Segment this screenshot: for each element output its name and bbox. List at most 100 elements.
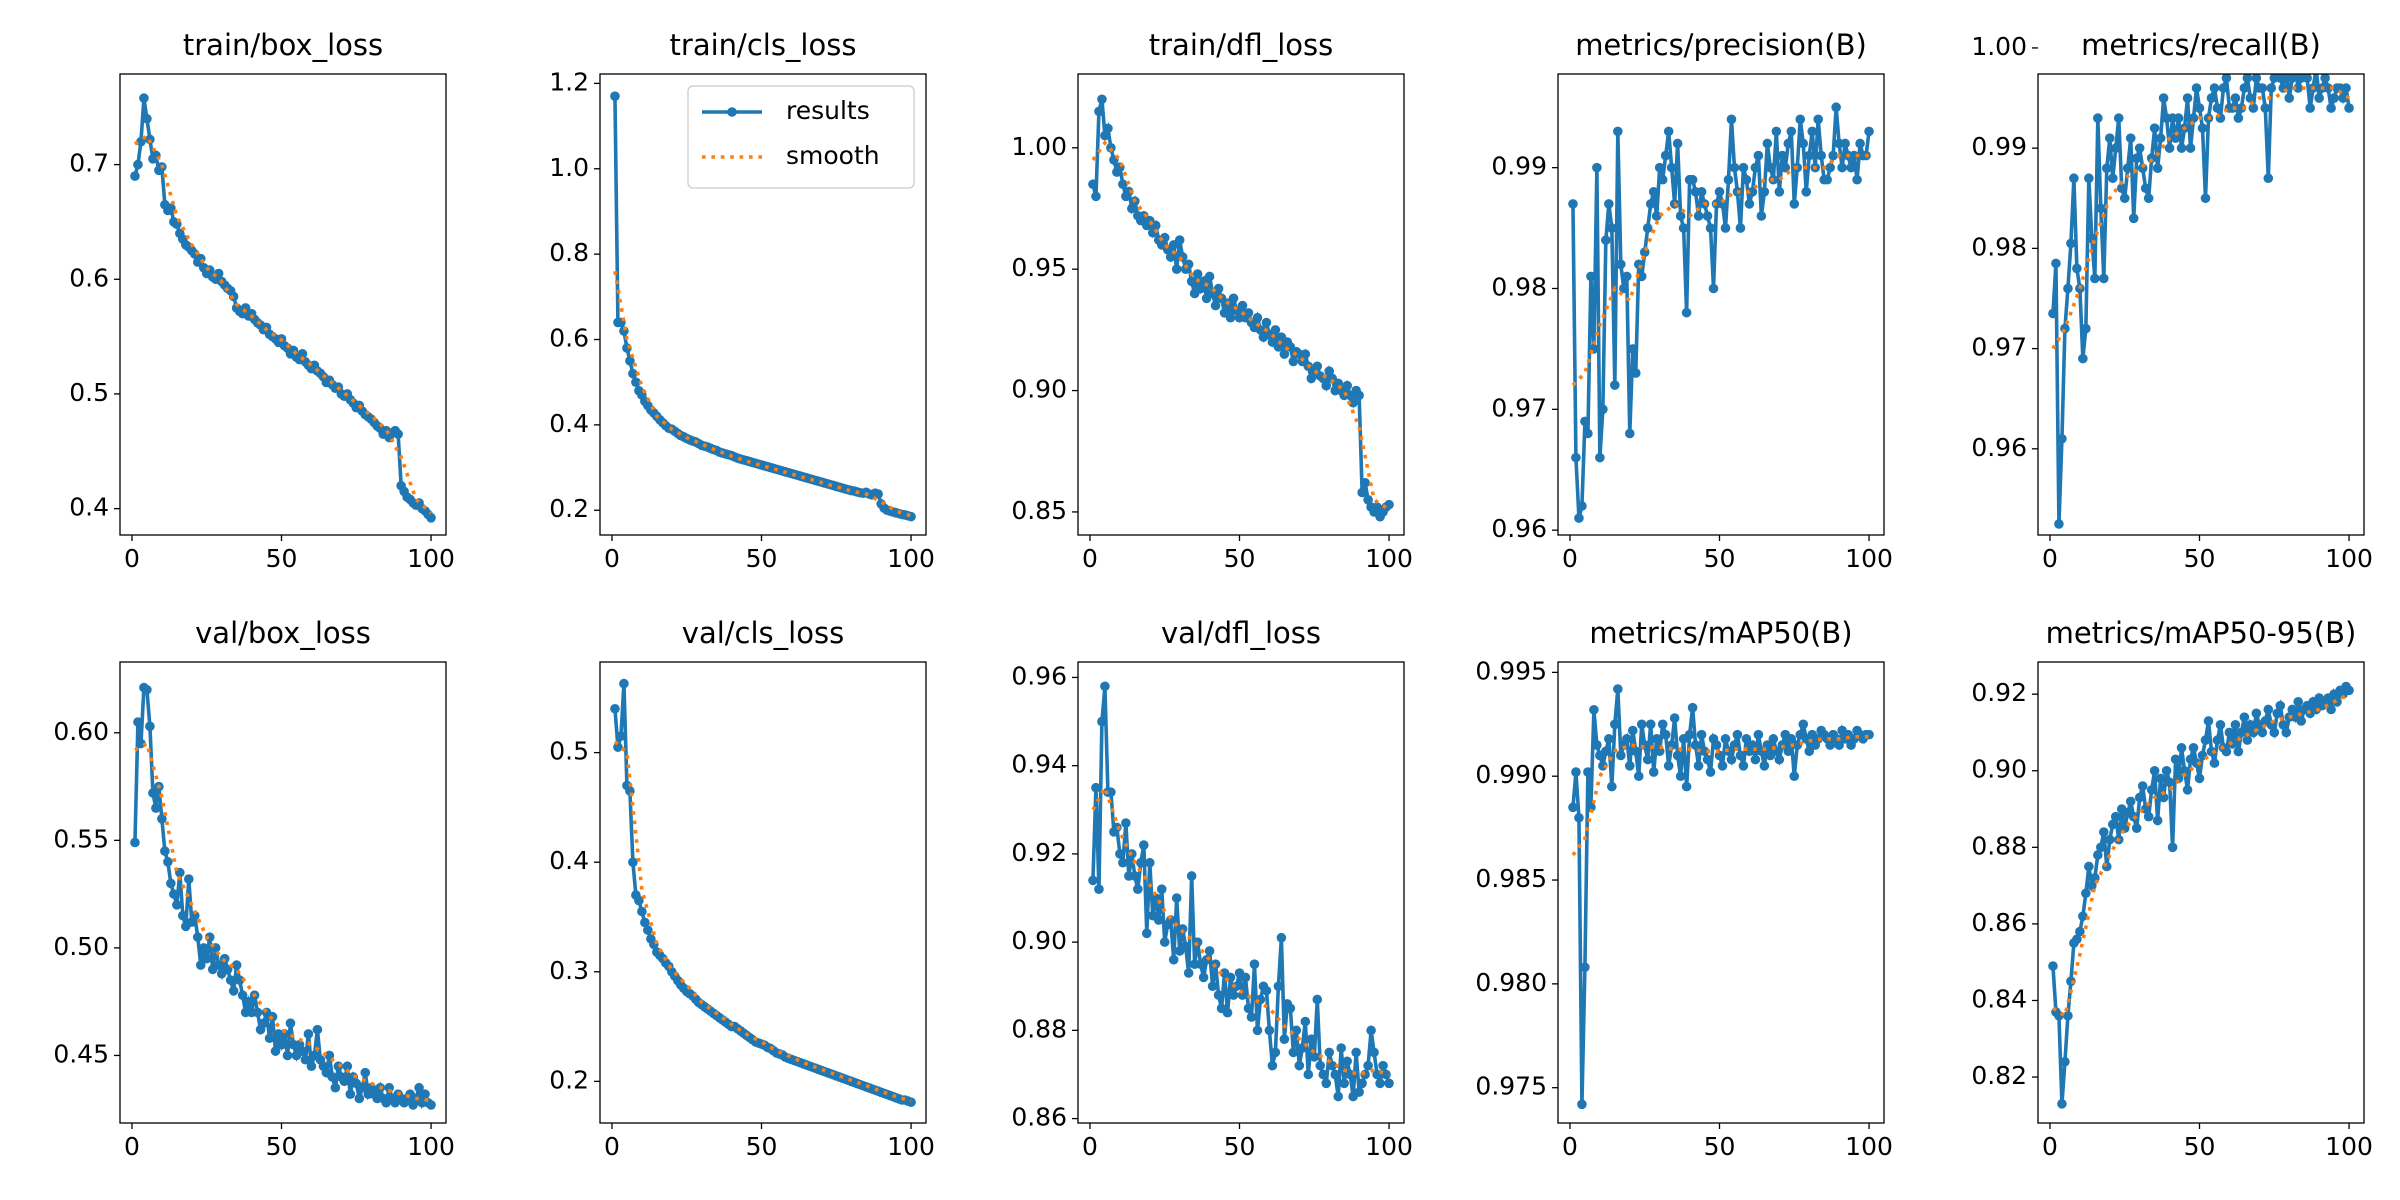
point [1813, 114, 1824, 125]
point [1366, 1025, 1376, 1036]
point [1828, 150, 1838, 161]
axes-frame [2037, 73, 2365, 536]
point [1786, 734, 1797, 744]
point [243, 996, 254, 1007]
point [1807, 126, 1818, 137]
y-tick-label: 0.5 [69, 378, 109, 407]
point [625, 356, 635, 366]
y-tick-label: 0.6 [549, 324, 589, 353]
point [2329, 93, 2339, 103]
x-tick-label: 0 [604, 544, 620, 573]
point [1753, 729, 1764, 740]
point [1660, 729, 1671, 740]
point [1213, 283, 1224, 294]
point [1595, 452, 1605, 463]
y-tick-label: 0.8 [549, 238, 589, 267]
x-tick-label: 100 [407, 1132, 455, 1161]
point [1726, 754, 1737, 765]
y-tick-label: 0.5 [549, 737, 589, 766]
x-tick-label: 100 [1845, 1132, 1893, 1161]
point [1693, 761, 1704, 771]
y-tick-label: 0.82 [1971, 1061, 2027, 1090]
y-tick-label: 0.99 [1491, 152, 1547, 181]
point [1735, 223, 1746, 233]
point [213, 960, 224, 970]
point [178, 910, 188, 921]
point [360, 1067, 371, 1078]
point [1804, 746, 1815, 757]
point [1300, 1016, 1311, 1027]
point [1198, 972, 1209, 983]
y-tick-label: 0.990 [1475, 760, 1547, 789]
plot-area [130, 682, 436, 1111]
point [610, 91, 620, 101]
smooth-line [2051, 86, 2351, 350]
point [1141, 928, 1152, 939]
point [258, 1018, 269, 1028]
point [1723, 174, 1734, 185]
point [1192, 269, 1203, 279]
point [1300, 349, 1311, 359]
point [1762, 138, 1773, 149]
point [1786, 126, 1797, 137]
point [1261, 317, 1272, 328]
point [1610, 719, 1620, 730]
point [1864, 126, 1874, 137]
point [300, 1054, 311, 1065]
point [2131, 823, 2142, 833]
point [1642, 223, 1653, 233]
point [169, 889, 179, 899]
point [1354, 390, 1364, 401]
point [2078, 353, 2088, 364]
point [2128, 213, 2139, 224]
point [1645, 719, 1656, 730]
point [2125, 796, 2136, 807]
point [1717, 761, 1728, 771]
point [2224, 727, 2235, 738]
point [1375, 1078, 1385, 1089]
point [2212, 735, 2223, 745]
point [1186, 871, 1197, 881]
point [327, 1072, 338, 1082]
subplot: train/cls_loss 0 50 100 0.2 0.4 0.6 0.8 1.0 1.2 re… [549, 28, 935, 573]
x-tick-label: 50 [2184, 544, 2216, 573]
point [2119, 193, 2130, 204]
point [1243, 1003, 1254, 1014]
point [201, 953, 212, 964]
point [1675, 771, 1686, 782]
point [2326, 704, 2336, 715]
point [2072, 263, 2082, 274]
point [1720, 734, 1731, 744]
y-tick-label: 0.84 [1971, 984, 2027, 1013]
point [1663, 761, 1674, 771]
point [2104, 834, 2115, 845]
point [1583, 767, 1593, 777]
point [2227, 103, 2238, 113]
plot-area [2048, 681, 2354, 1109]
point [1735, 750, 1746, 761]
y-tick-label: 0.90 [1971, 755, 2027, 784]
point [183, 874, 194, 884]
point [1568, 802, 1578, 813]
point [1604, 199, 1614, 209]
point [2069, 173, 2079, 184]
point [1586, 271, 1596, 282]
y-tick-label: 0.60 [53, 717, 109, 746]
x-tick-label: 0 [604, 1132, 620, 1161]
y-tick-label: 0.4 [69, 493, 109, 522]
point [1726, 114, 1737, 125]
point [1150, 893, 1161, 903]
point [1690, 740, 1701, 750]
point [2221, 746, 2232, 757]
point [1840, 138, 1850, 149]
point [145, 721, 155, 732]
point [1822, 174, 1832, 185]
point [312, 1024, 323, 1035]
point [142, 684, 152, 695]
point [2326, 103, 2336, 113]
point [2242, 735, 2253, 745]
point [1583, 428, 1593, 439]
point [1345, 1069, 1355, 1080]
point [2158, 93, 2169, 103]
